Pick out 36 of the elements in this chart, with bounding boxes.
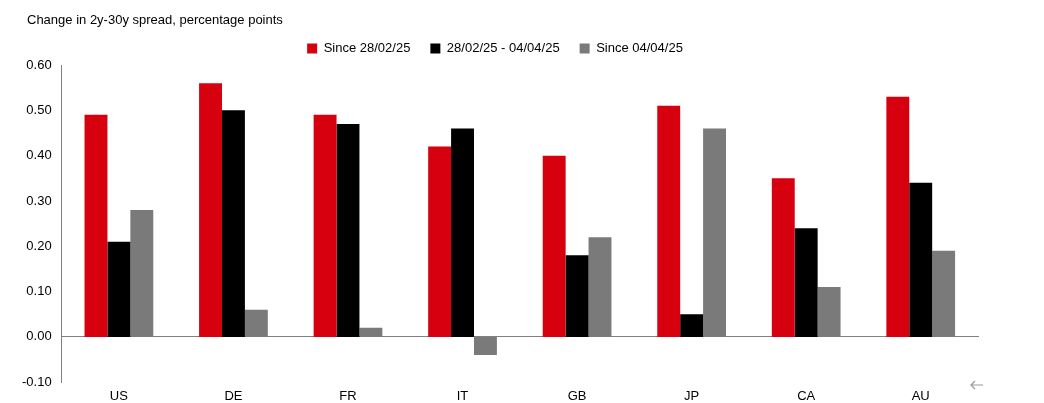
- bar: [84, 114, 108, 337]
- bar: [771, 178, 795, 337]
- x-tick-label: FR: [339, 388, 357, 403]
- bar: [542, 155, 566, 337]
- bar: [428, 146, 452, 337]
- bar: [199, 83, 222, 337]
- bar: [794, 228, 818, 337]
- y-tick-label: 0.20: [26, 237, 52, 253]
- legend-label: Since 28/02/25: [323, 40, 411, 56]
- x-tick-label: JP: [684, 388, 700, 403]
- y-tick-label: 0.30: [26, 192, 52, 208]
- x-tick-label: GB: [567, 388, 587, 403]
- legend-label: Since 04/04/25: [596, 40, 683, 56]
- x-tick-label: US: [109, 388, 129, 403]
- bar: [886, 96, 910, 337]
- x-tick-label: AU: [911, 388, 930, 403]
- bar: [565, 255, 589, 337]
- x-tick-label: DE: [224, 388, 243, 403]
- y-tick-label: 0.60: [26, 56, 52, 72]
- y-tick-label: 0.00: [26, 328, 52, 344]
- bar: [222, 110, 245, 337]
- y-tick-label: -0.10: [21, 373, 52, 389]
- bar: [657, 105, 681, 337]
- x-tick-label: CA: [797, 388, 816, 403]
- bar: [313, 114, 337, 337]
- y-tick-label: 0.10: [26, 283, 52, 299]
- bar: [451, 128, 474, 337]
- bar: [336, 123, 360, 337]
- x-tick-label: IT: [456, 388, 469, 403]
- legend-label: 28/02/25 - 04/04/25: [446, 40, 560, 56]
- bar: [909, 182, 933, 337]
- y-tick-label: 0.40: [26, 147, 52, 163]
- bar: [107, 241, 131, 337]
- y-axis-title: Change in 2y-30y spread, percentage points: [27, 12, 284, 28]
- bar: [680, 314, 704, 337]
- y-tick-label: 0.50: [26, 101, 52, 117]
